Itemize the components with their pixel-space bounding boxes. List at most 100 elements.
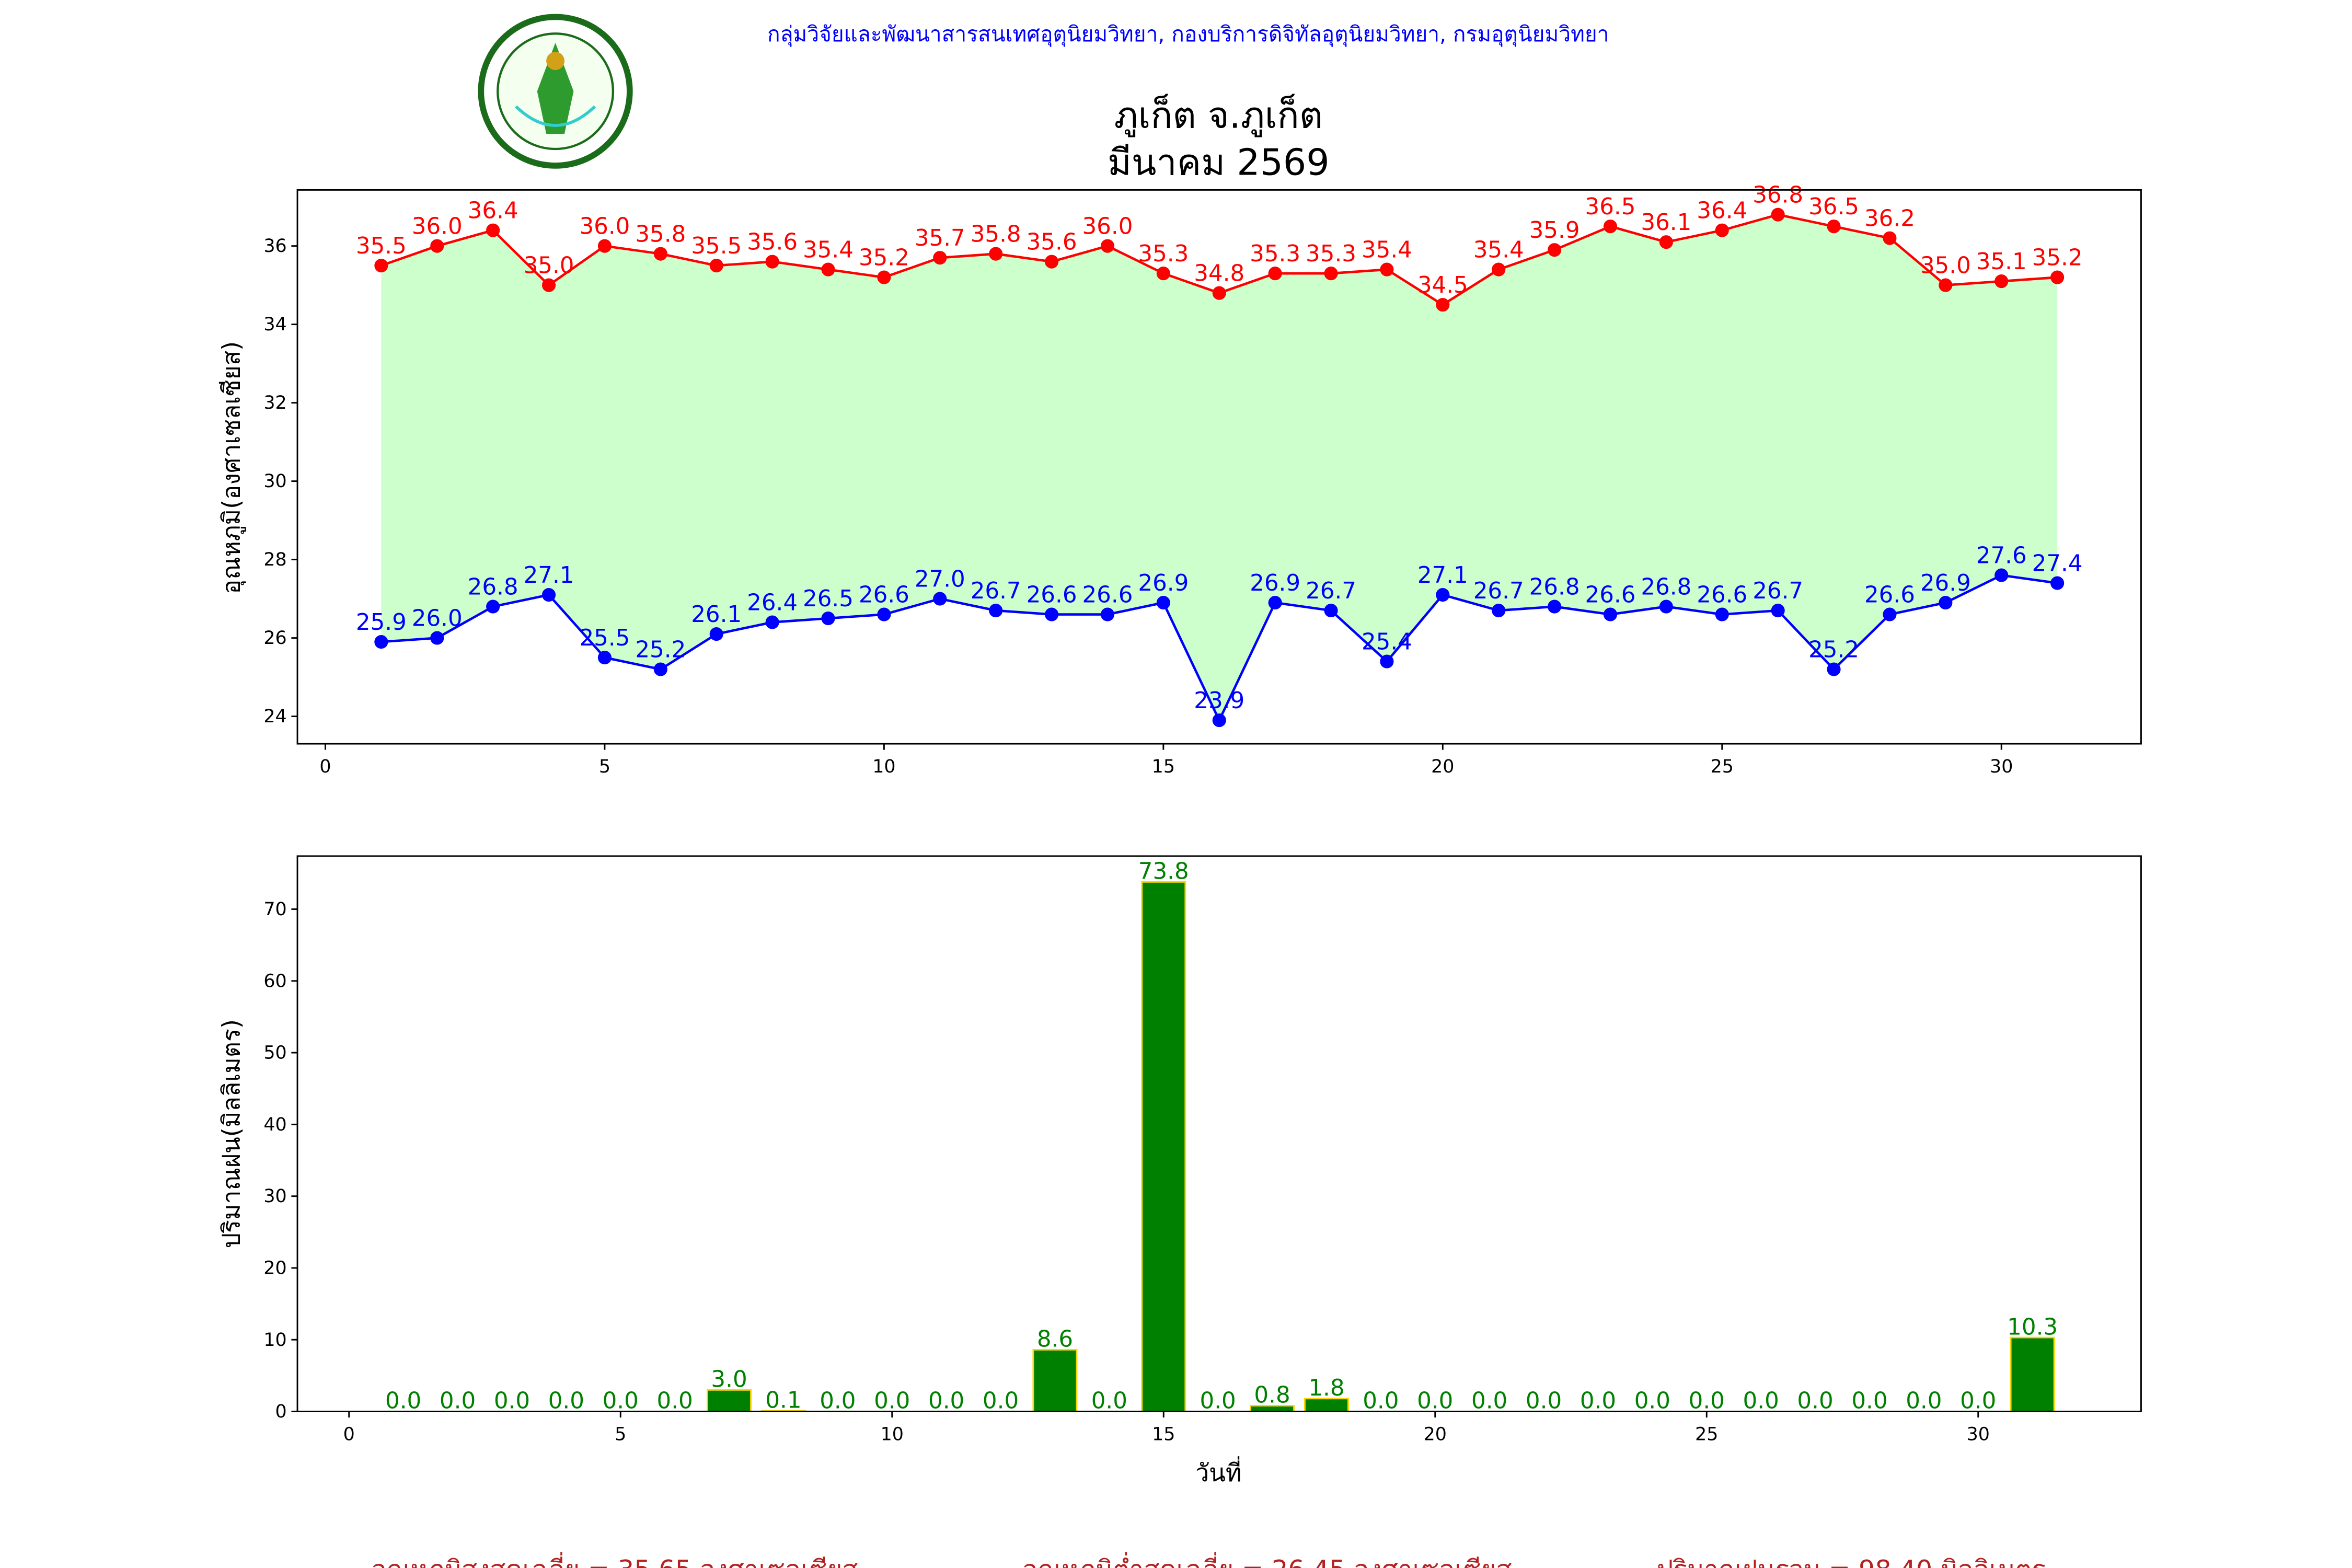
- rain-bar: [1032, 1348, 1078, 1412]
- min-temperature-point: [486, 599, 500, 614]
- min-temperature-label: 26.6: [1027, 582, 1077, 608]
- max-temperature-point: [933, 251, 947, 265]
- agency-text: กลุ่มวิจัยและพัฒนาสารสนเทศอุตุนิยมวิทยา,…: [767, 21, 1609, 47]
- rain-bar-label: 8.6: [1037, 1327, 1073, 1353]
- min-temperature-point: [541, 588, 556, 602]
- max-temperature-point: [653, 247, 667, 261]
- max-temperature-point: [1268, 267, 1282, 281]
- rain-bar-label: 0.0: [1471, 1388, 1507, 1414]
- min-temperature-point: [430, 631, 444, 645]
- footer-total-rain: ปริมาณฝนรวม = 98.40 มิลลิเมตร: [1657, 1554, 2046, 1568]
- max-temperature-point: [709, 259, 723, 273]
- min-temperature-label: 26.6: [1585, 582, 1636, 608]
- min-temperature-label: 26.7: [1306, 578, 1356, 604]
- min-temperature-point: [1212, 713, 1226, 728]
- rain-bar-label: 0.0: [1417, 1388, 1453, 1414]
- x-tick-label: 20: [1431, 756, 1454, 777]
- y-tick-label: 34: [263, 314, 286, 335]
- min-temperature-label: 26.6: [859, 582, 909, 608]
- y-tick-label: 30: [263, 471, 286, 492]
- min-temperature-point: [933, 592, 947, 606]
- rain-bar-label: 0.0: [657, 1388, 693, 1414]
- min-temperature-point: [653, 662, 667, 676]
- min-temperature-point: [877, 607, 891, 621]
- footer-avg-min: อุณหภูมิต่ำสุดเฉลี่ย = 26.45 องศาเซลเซีย…: [1022, 1552, 1512, 1568]
- x-tick-label: 10: [872, 756, 895, 777]
- max-temperature-label: 35.7: [915, 225, 965, 251]
- max-temperature-label: 35.6: [1027, 229, 1077, 255]
- max-temperature-point: [1548, 243, 1562, 257]
- min-temperature-point: [1436, 588, 1450, 602]
- min-temperature-label: 25.9: [356, 609, 407, 636]
- chart-title-line2: มีนาคม 2569: [1108, 141, 1330, 183]
- rain-bar-label: 0.0: [548, 1388, 584, 1414]
- max-temperature-label: 35.4: [803, 237, 854, 263]
- rain-bar-label: 0.0: [1091, 1388, 1127, 1414]
- max-temperature-point: [1045, 255, 1059, 269]
- temperature-range-fill: [381, 214, 2058, 721]
- min-temperature-label: 26.8: [1641, 574, 1691, 600]
- x-tick-label: 0: [343, 1424, 355, 1445]
- min-temperature-point: [1939, 596, 1953, 610]
- min-temperature-label: 26.6: [1864, 582, 1915, 608]
- x-tick-label: 15: [1152, 1424, 1175, 1445]
- rain-bar: [707, 1389, 752, 1412]
- max-temperature-label: 35.1: [1976, 249, 2027, 275]
- min-temperature-label: 27.4: [2032, 550, 2083, 577]
- max-temperature-point: [1883, 231, 1897, 245]
- rain-bar-label: 3.0: [711, 1366, 747, 1392]
- max-temperature-label: 35.0: [1920, 252, 1971, 279]
- max-temperature-point: [989, 247, 1003, 261]
- min-temperature-label: 26.9: [1138, 570, 1189, 596]
- max-temperature-point: [1492, 262, 1506, 276]
- min-temperature-point: [1603, 607, 1618, 621]
- x-tick-label: 30: [1967, 1424, 1990, 1445]
- min-temperature-point: [597, 651, 612, 665]
- max-temperature-point: [1659, 235, 1673, 249]
- min-temperature-label: 26.7: [1753, 578, 1803, 604]
- rain-bar-label: 0.0: [440, 1388, 476, 1414]
- min-temperature-label: 26.7: [971, 578, 1021, 604]
- x-tick-label: 0: [319, 756, 331, 777]
- max-temperature-label: 36.0: [579, 213, 630, 239]
- min-temperature-label: 25.4: [1362, 629, 1412, 655]
- min-temperature-label: 23.9: [1194, 688, 1244, 714]
- min-temperature-point: [374, 635, 388, 649]
- max-temperature-point: [765, 255, 779, 269]
- max-temperature-label: 36.4: [468, 198, 518, 224]
- min-temperature-label: 26.4: [747, 590, 798, 616]
- logo: [478, 14, 633, 169]
- min-temperature-label: 25.2: [635, 637, 686, 663]
- max-temperature-point: [374, 259, 388, 273]
- min-temperature-label: 26.6: [1082, 582, 1133, 608]
- rain-bar-label: 0.0: [1906, 1388, 1942, 1414]
- min-temperature-label: 26.9: [1920, 570, 1971, 596]
- max-temperature-label: 35.5: [356, 233, 407, 259]
- x-tick-label: 30: [1990, 756, 2013, 777]
- min-temperature-point: [1715, 607, 1729, 621]
- y-tick-label: 36: [263, 236, 286, 257]
- axes-frame: [296, 855, 2142, 1412]
- rain-bar-label: 73.8: [1138, 859, 1189, 885]
- min-temperature-label: 27.1: [524, 562, 574, 589]
- max-temperature-point: [1100, 239, 1115, 253]
- min-temperature-point: [989, 604, 1003, 618]
- rain-bar-label: 0.0: [603, 1388, 639, 1414]
- y-tick-label: 10: [263, 1330, 286, 1351]
- rain-bar: [2010, 1336, 2055, 1412]
- max-temperature-label: 35.4: [1362, 237, 1412, 263]
- footer-avg-max: อุณหภูมิสูงสุดเฉลี่ย = 35.65 องศาเซลเซีย…: [371, 1552, 858, 1568]
- y-tick-label: 26: [263, 628, 286, 649]
- max-temperature-point: [1156, 267, 1170, 281]
- axes-frame: [296, 189, 2142, 745]
- y-tick-label: 24: [263, 706, 286, 727]
- rain-bar-label: 0.0: [1743, 1388, 1779, 1414]
- max-temperature-point: [2050, 270, 2065, 284]
- rain-bar-label: 0.1: [765, 1387, 801, 1413]
- x-tick-label: 15: [1152, 756, 1175, 777]
- x-tick-label: 10: [881, 1424, 904, 1445]
- max-temperature-point: [1994, 274, 2009, 289]
- max-temperature-label: 35.9: [1529, 217, 1580, 244]
- max-temperature-point: [1324, 267, 1338, 281]
